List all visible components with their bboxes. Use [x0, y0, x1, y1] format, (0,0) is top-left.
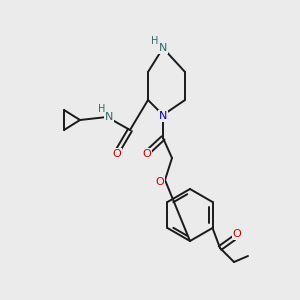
- Text: N: N: [105, 112, 113, 122]
- Text: N: N: [159, 111, 167, 121]
- Text: N: N: [159, 43, 167, 53]
- Text: H: H: [98, 104, 106, 114]
- Text: O: O: [156, 177, 164, 187]
- Text: H: H: [151, 36, 159, 46]
- Text: O: O: [232, 229, 242, 239]
- Text: O: O: [112, 149, 122, 159]
- Text: O: O: [142, 149, 152, 159]
